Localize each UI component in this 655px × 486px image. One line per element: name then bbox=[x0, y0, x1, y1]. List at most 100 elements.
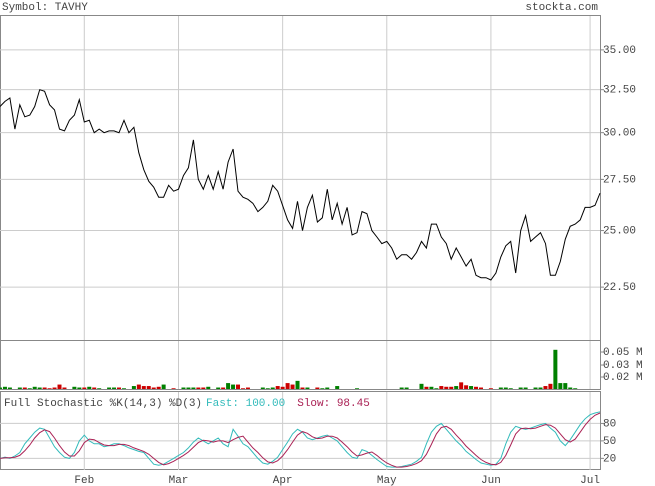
volume-bar bbox=[280, 386, 285, 389]
volume-bar bbox=[7, 387, 12, 389]
volume-bar bbox=[290, 384, 295, 389]
volume-bar bbox=[444, 386, 449, 389]
volume-bar bbox=[260, 387, 265, 389]
volume-bar bbox=[47, 388, 52, 389]
volume-bar bbox=[503, 387, 508, 389]
volume-bar bbox=[518, 387, 523, 389]
volume-bar bbox=[474, 386, 479, 389]
volume-bar bbox=[424, 386, 429, 389]
volume-bar bbox=[300, 387, 305, 389]
volume-bar bbox=[285, 383, 290, 389]
volume-bar bbox=[434, 388, 439, 389]
volume-bar bbox=[419, 383, 424, 389]
volume-bar bbox=[553, 349, 558, 389]
volume-bar bbox=[27, 388, 32, 389]
volume-bar bbox=[42, 387, 47, 389]
volume-bar bbox=[206, 386, 211, 389]
volume-bar bbox=[196, 387, 201, 389]
volume-bar bbox=[270, 387, 275, 389]
stochastic-line bbox=[0, 412, 601, 468]
volume-bar bbox=[82, 387, 87, 389]
volume-bar bbox=[335, 386, 340, 389]
volume-bar bbox=[275, 386, 280, 389]
volume-bar bbox=[92, 387, 97, 389]
y-tick-label: 22.50 bbox=[603, 282, 636, 294]
x-tick-label: Feb bbox=[74, 475, 94, 486]
volume-bar bbox=[265, 388, 270, 389]
volume-bar bbox=[37, 387, 42, 389]
x-tick-label: Apr bbox=[273, 475, 293, 486]
volume-bar bbox=[240, 388, 245, 389]
volume-bar bbox=[171, 388, 176, 389]
x-tick-label: May bbox=[377, 475, 397, 486]
volume-bar bbox=[236, 384, 241, 389]
volume-bar bbox=[498, 387, 503, 389]
volume-bar bbox=[146, 386, 151, 389]
volume-bar bbox=[488, 388, 493, 389]
volume-bar bbox=[305, 387, 310, 389]
x-tick-label: Jun bbox=[481, 475, 501, 486]
volume-bar bbox=[216, 387, 221, 389]
volume-bar bbox=[0, 387, 2, 389]
volume-bar bbox=[32, 386, 37, 389]
volume-bar bbox=[191, 387, 196, 389]
site: stockta.com bbox=[525, 2, 598, 14]
volume-bar bbox=[121, 388, 126, 389]
volume-bar bbox=[469, 386, 474, 389]
x-tick-label: Mar bbox=[169, 475, 189, 486]
legend-entry: Slow: 98.45 bbox=[297, 398, 370, 410]
y-tick-label: 0.02 M bbox=[603, 372, 643, 384]
volume-bar bbox=[231, 384, 236, 389]
volume-bar bbox=[226, 383, 231, 389]
y-tick-label: 50 bbox=[603, 436, 616, 448]
volume-bar bbox=[538, 387, 543, 389]
symbol: Symbol: TAVHY bbox=[2, 2, 88, 14]
volume-bar bbox=[295, 380, 300, 389]
volume-bar bbox=[72, 386, 77, 389]
volume-bar bbox=[454, 386, 459, 389]
volume-bar bbox=[459, 382, 464, 389]
volume-bar bbox=[523, 387, 528, 389]
volume-bar bbox=[97, 388, 102, 389]
volume-bar bbox=[325, 387, 330, 389]
volume-bar bbox=[156, 386, 161, 389]
volume-bar bbox=[201, 387, 206, 389]
volume-bar bbox=[439, 386, 444, 389]
y-tick-label: 20 bbox=[603, 453, 616, 465]
volume-bar bbox=[558, 383, 563, 389]
volume-bar bbox=[404, 387, 409, 389]
volume-bar bbox=[543, 386, 548, 389]
y-tick-label: 0.03 M bbox=[603, 360, 643, 372]
volume-bar bbox=[245, 387, 250, 389]
volume-bar bbox=[112, 387, 117, 389]
y-tick-label: 30.00 bbox=[603, 128, 636, 140]
volume-bar bbox=[136, 384, 141, 389]
volume-bar bbox=[449, 386, 454, 389]
y-tick-label: 35.00 bbox=[603, 45, 636, 57]
stochastic-panel bbox=[0, 391, 601, 470]
volume-bar bbox=[77, 387, 82, 389]
volume-bar bbox=[320, 388, 325, 389]
volume-bar bbox=[533, 387, 538, 389]
volume-bar bbox=[315, 387, 320, 389]
volume-bar bbox=[57, 384, 62, 389]
volume-bar bbox=[52, 387, 57, 389]
volume-bar bbox=[573, 388, 578, 389]
volume-bar bbox=[87, 386, 92, 389]
volume-bar bbox=[563, 383, 568, 389]
volume-bar bbox=[429, 386, 434, 389]
volume-bar bbox=[107, 387, 112, 389]
volume-bar bbox=[17, 387, 22, 389]
volume-bar bbox=[399, 387, 404, 389]
y-tick-label: 25.00 bbox=[603, 225, 636, 237]
volume-bar bbox=[2, 386, 7, 389]
y-tick-label: 80 bbox=[603, 418, 616, 430]
volume-bar bbox=[181, 387, 186, 389]
volume-bar bbox=[508, 388, 513, 389]
panel-title: Full Stochastic %K(14,3) %D(3) bbox=[4, 398, 202, 410]
volume-bar bbox=[548, 383, 553, 389]
volume-bar bbox=[464, 385, 469, 389]
volume-bar bbox=[117, 387, 122, 389]
y-tick-label: 32.50 bbox=[603, 85, 636, 97]
